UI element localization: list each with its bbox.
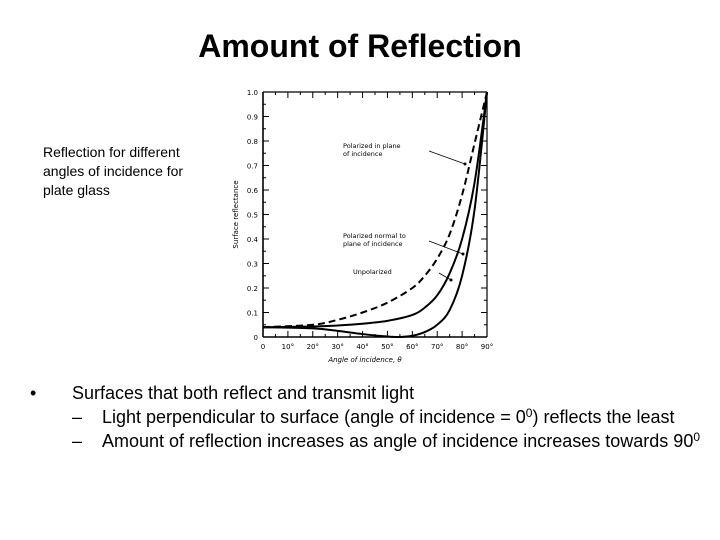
y-tick-label: 0.1	[247, 310, 258, 318]
x-tick-label: 80°	[456, 343, 468, 351]
annotation-leader	[428, 240, 464, 255]
x-tick-label: 0	[261, 343, 265, 351]
y-tick-label: 1.0	[247, 89, 258, 97]
bullet-item: • Surfaces that both reflect and transmi…	[30, 381, 700, 405]
annotation-leader	[438, 272, 452, 281]
annotation-label: Polarized in plane	[343, 142, 401, 150]
caption-line: plate glass	[43, 182, 110, 198]
sub-bullet-text: Amount of reflection increases as angle …	[102, 431, 694, 451]
superscript: 0	[693, 430, 701, 444]
sub-bullet-dash: –	[72, 431, 83, 451]
y-tick-label: 0.6	[247, 187, 259, 195]
y-tick-label: 0.3	[247, 261, 258, 269]
x-tick-label: 40°	[356, 343, 368, 351]
annotation-label: Unpolarized	[353, 268, 392, 276]
x-tick-label: 60°	[406, 343, 418, 351]
annotation-leader	[428, 150, 466, 165]
y-tick-label: 0.5	[247, 212, 258, 220]
sub-bullet-item: – Amount of reflection increases as angl…	[30, 429, 700, 453]
y-tick-label: 0.4	[247, 236, 259, 244]
series-line-0	[262, 91, 488, 339]
x-tick-label: 20°	[307, 343, 319, 351]
superscript: 0	[525, 406, 533, 420]
bullet-list: • Surfaces that both reflect and transmi…	[30, 381, 700, 453]
x-tick-label: 30°	[331, 343, 343, 351]
sub-bullet-item: – Light perpendicular to surface (angle …	[30, 405, 700, 429]
x-axis-label: Angle of incidence, θ	[327, 356, 402, 364]
y-tick-label: 0.7	[247, 163, 258, 171]
bullet-dot: •	[30, 383, 37, 403]
reflectance-chart: 0 0.1 0.2 0.3 0.4 0.5 0.6 0.7 0.8 0.9 1.0 0 10° 20° 30…	[232, 89, 493, 364]
annotation: Unpolarized	[353, 268, 453, 282]
sub-bullet-text-tail: ) reflects the least	[532, 407, 675, 427]
sub-bullet-dash: –	[72, 407, 83, 427]
annotation-label: of incidence	[343, 150, 382, 158]
series-line-2	[262, 91, 488, 329]
y-tick-label: 0.9	[247, 114, 258, 122]
caption-line: angles of incidence for	[43, 163, 184, 179]
annotation-arrowhead	[449, 278, 453, 282]
x-tick-label: 10°	[282, 343, 294, 351]
series-line-1	[262, 91, 488, 329]
figure-caption: Reflection for different angles of incid…	[43, 143, 213, 200]
y-axis-label: Surface reflectance	[232, 180, 240, 248]
bullet-text: Surfaces that both reflect and transmit …	[72, 383, 415, 403]
sub-bullet-text: Light perpendicular to surface (angle of…	[102, 407, 526, 427]
y-tick-label: 0	[254, 334, 258, 342]
x-tick-label: 70°	[431, 343, 443, 351]
slide-title: Amount of Reflection	[198, 28, 522, 64]
y-tick-label: 0.2	[247, 285, 258, 293]
x-tick-label: 90°	[481, 343, 493, 351]
annotation-label: plane of incidence	[343, 240, 403, 248]
x-tick-label: 50°	[381, 343, 393, 351]
annotation-label: Polarized normal to	[343, 232, 406, 240]
caption-line: Reflection for different	[43, 144, 180, 160]
annotation-arrowhead	[463, 162, 467, 166]
annotation-arrowhead	[461, 252, 465, 256]
y-tick-label: 0.8	[247, 138, 258, 146]
